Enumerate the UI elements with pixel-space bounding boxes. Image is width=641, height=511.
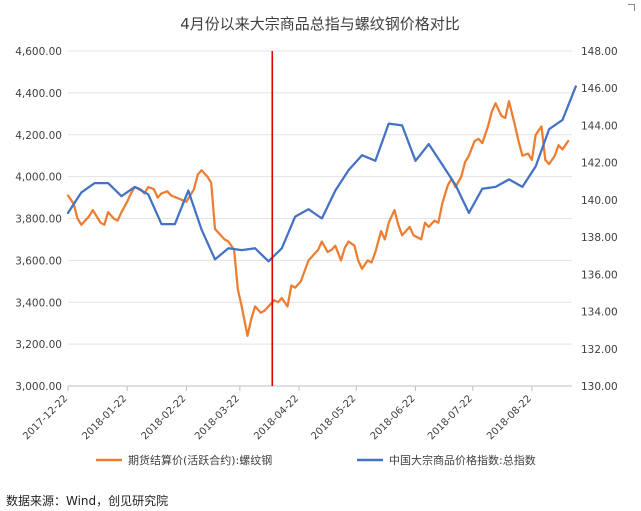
- x-tick-label: 2018-06-22: [369, 393, 418, 442]
- right-tick-label: 148.00: [581, 46, 618, 58]
- left-tick-label: 3,800.00: [15, 214, 62, 226]
- x-tick-label: 2018-02-22: [140, 393, 189, 442]
- gridlines: [68, 50, 572, 345]
- x-tick-label: 2018-08-22: [485, 393, 534, 442]
- left-tick-label: 4,600.00: [15, 46, 62, 58]
- rebar-series-line: [66, 100, 570, 337]
- source-note: 数据来源：Wind，创见研究院: [6, 494, 169, 508]
- right-tick-label: 142.00: [581, 158, 618, 170]
- left-y-axis: 3,000.00 3,200.00 3,400.00 3,600.00 3,800.00…: [15, 46, 62, 393]
- x-tick-label: 2017-12-22: [21, 393, 70, 442]
- left-tick-label: 4,400.00: [15, 88, 62, 100]
- right-tick-label: 144.00: [581, 120, 618, 132]
- chart-frame: 4月份以来大宗商品总指与螺纹钢价格对比 3,000.00 3,200.00 3,40…: [15, 4, 635, 467]
- right-tick-label: 134.00: [581, 307, 618, 319]
- x-axis: 2017-12-22 2018-01-22 2018-02-22 2018-03-22…: [21, 385, 572, 442]
- left-tick-label: 3,400.00: [15, 297, 62, 309]
- left-tick-label: 3,000.00: [15, 381, 62, 393]
- legend: 期货结算价(活跃合约):螺纹钢 中国大宗商品价格指数:总指数: [96, 453, 536, 467]
- x-tick-label: 2018-07-22: [426, 393, 475, 442]
- legend-label: 中国大宗商品价格指数:总指数: [389, 453, 536, 467]
- right-tick-label: 132.00: [581, 344, 618, 356]
- right-tick-label: 138.00: [581, 232, 618, 244]
- x-tick-label: 2018-05-22: [310, 393, 359, 442]
- corner-mark: [628, 4, 635, 11]
- x-tick-label: 2018-04-22: [252, 393, 301, 442]
- left-tick-label: 4,200.00: [15, 130, 62, 142]
- right-tick-label: 136.00: [581, 269, 618, 281]
- right-y-axis: 130.00 132.00 134.00 136.00 138.00 140.00 142.…: [581, 46, 618, 393]
- right-tick-label: 140.00: [581, 195, 618, 207]
- left-tick-label: 3,600.00: [15, 255, 62, 267]
- left-tick-label: 4,000.00: [15, 172, 62, 184]
- chart-title: 4月份以来大宗商品总指与螺纹钢价格对比: [180, 15, 460, 33]
- right-tick-label: 130.00: [581, 381, 618, 393]
- x-tick-label: 2018-03-22: [193, 393, 242, 442]
- index-series-line: [66, 85, 577, 263]
- chart: 4月份以来大宗商品总指与螺纹钢价格对比 3,000.00 3,200.00 3,40…: [15, 15, 618, 467]
- x-tick-label: 2018-01-22: [80, 393, 129, 442]
- legend-label: 期货结算价(活跃合约):螺纹钢: [128, 453, 272, 467]
- series-layer: [66, 85, 577, 337]
- left-tick-label: 3,200.00: [15, 339, 62, 351]
- right-tick-label: 146.00: [581, 83, 618, 95]
